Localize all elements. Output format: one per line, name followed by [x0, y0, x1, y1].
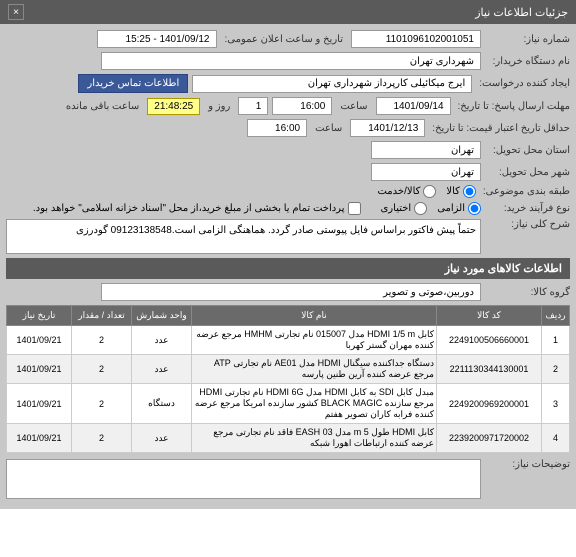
table-row[interactable]: 32249200969200001مبدل کابل SDI به کابل H…: [7, 384, 570, 424]
validity-label: حداقل تاریخ اعتبار قیمت: تا تاریخ:: [429, 123, 570, 134]
table-cell: 1401/09/21: [7, 384, 72, 424]
category-label: طبقه بندی موضوعی:: [480, 186, 570, 197]
deadline-date: 1401/09/14: [376, 97, 451, 115]
table-cell: 2: [542, 355, 570, 384]
table-cell: 2239200971720002: [437, 424, 542, 453]
cat-service-option[interactable]: کالا/خدمت: [377, 185, 436, 198]
req-no-label: شماره نیاز:: [485, 34, 570, 45]
panel-header: جزئیات اطلاعات نیاز ×: [0, 0, 576, 24]
table-header-row: ردیف کد کالا نام کالا واحد شمارش تعداد /…: [7, 306, 570, 326]
th-row: ردیف: [542, 306, 570, 326]
process-radio-group: الزامی اختیاری: [380, 202, 481, 215]
th-name: نام کالا: [192, 306, 437, 326]
req-no-value: 1101096102001051: [351, 30, 481, 48]
items-table: ردیف کد کالا نام کالا واحد شمارش تعداد /…: [6, 305, 570, 453]
countdown-timer: 21:48:25: [147, 98, 200, 115]
table-cell: 2: [72, 424, 132, 453]
table-cell: 2249200969200001: [437, 384, 542, 424]
delivery-prov-label: استان محل تحویل:: [485, 145, 570, 156]
announce-label: تاریخ و ساعت اعلان عمومی:: [221, 34, 348, 45]
table-cell: 2: [72, 355, 132, 384]
table-cell: 4: [542, 424, 570, 453]
table-cell: 1401/09/21: [7, 355, 72, 384]
remain-label: ساعت باقی مانده: [62, 101, 143, 112]
table-cell: عدد: [132, 326, 192, 355]
table-cell: 2: [72, 326, 132, 355]
table-cell: 1: [542, 326, 570, 355]
time-label-1: ساعت: [336, 101, 371, 112]
delivery-city-label: شهر محل تحویل:: [485, 167, 570, 178]
table-cell: مبدل کابل SDI به کابل HDMI مدل HDMI 6G ن…: [192, 384, 437, 424]
delivery-city-value: تهران: [371, 163, 481, 181]
table-cell: 3: [542, 384, 570, 424]
desc-text: حتماً پیش فاکتور براساس فایل پیوستی صادر…: [6, 219, 481, 254]
proc-optional-option[interactable]: اختیاری: [380, 202, 427, 215]
treasury-checkbox[interactable]: [348, 202, 361, 215]
org-name-label: نام دستگاه خریدار:: [485, 56, 570, 67]
announce-value: 1401/09/12 - 15:25: [97, 30, 217, 48]
desc-label: شرح کلی نیاز:: [485, 219, 570, 230]
panel-title: جزئیات اطلاعات نیاز: [475, 6, 568, 19]
table-row[interactable]: 42239200971720002کابل HDMI طول m 5 مدل E…: [7, 424, 570, 453]
time-label-2: ساعت: [311, 123, 346, 134]
table-cell: عدد: [132, 424, 192, 453]
treasury-note: پرداخت تمام یا بخشی از مبلغ خرید،از محل …: [33, 203, 345, 214]
items-section-header: اطلاعات کالاهای مورد نیاز: [6, 258, 570, 279]
validity-time: 16:00: [247, 119, 307, 137]
delivery-prov-value: تهران: [371, 141, 481, 159]
deadline-time: 16:00: [272, 97, 332, 115]
notes-label: توضیحات نیاز:: [485, 459, 570, 470]
deadline-label: مهلت ارسال پاسخ: تا تاریخ:: [455, 101, 570, 112]
cat-goods-option[interactable]: کالا: [446, 185, 476, 198]
table-cell: کابل HDMI طول m 5 مدل EASH 03 فاقد نام ت…: [192, 424, 437, 453]
days-label: روز و: [204, 101, 234, 112]
close-button[interactable]: ×: [8, 4, 24, 20]
table-cell: دستگاه: [132, 384, 192, 424]
th-date: تاریخ نیاز: [7, 306, 72, 326]
requester-label: ایجاد کننده درخواست:: [476, 78, 570, 89]
table-row[interactable]: 22211130344130001دستگاه جداکننده سیگنال …: [7, 355, 570, 384]
proc-mandatory-radio[interactable]: [468, 202, 481, 215]
table-cell: 1401/09/21: [7, 326, 72, 355]
contact-info-button[interactable]: اطلاعات تماس خریدار: [78, 74, 188, 93]
proc-mandatory-option[interactable]: الزامی: [437, 202, 481, 215]
group-label: گروه کالا:: [485, 287, 570, 298]
table-cell: 2: [72, 384, 132, 424]
proc-optional-radio[interactable]: [414, 202, 427, 215]
table-cell: 2211130344130001: [437, 355, 542, 384]
days-value: 1: [238, 97, 268, 115]
table-cell: 1401/09/21: [7, 424, 72, 453]
table-row[interactable]: 12249100506660001کابل HDMI 1/5 m مدل 015…: [7, 326, 570, 355]
group-value: دوربین،صوتی و تصویر: [101, 283, 481, 301]
category-radio-group: کالا کالا/خدمت: [377, 185, 475, 198]
table-cell: کابل HDMI 1/5 m مدل 015007 نام تجارتی HM…: [192, 326, 437, 355]
table-cell: عدد: [132, 355, 192, 384]
cat-goods-radio[interactable]: [463, 185, 476, 198]
notes-textarea[interactable]: [6, 459, 481, 499]
cat-service-radio[interactable]: [423, 185, 436, 198]
process-label: نوع فرآیند خرید:: [485, 203, 570, 214]
org-name-value: شهرداری تهران: [101, 52, 481, 70]
requester-value: ایرج میکائیلی کارپرداز شهرداری تهران: [192, 75, 472, 93]
th-unit: واحد شمارش: [132, 306, 192, 326]
th-qty: تعداد / مقدار: [72, 306, 132, 326]
validity-date: 1401/12/13: [350, 119, 425, 137]
table-cell: 2249100506660001: [437, 326, 542, 355]
th-code: کد کالا: [437, 306, 542, 326]
table-cell: دستگاه جداکننده سیگنال HDMI مدل AE01 نام…: [192, 355, 437, 384]
